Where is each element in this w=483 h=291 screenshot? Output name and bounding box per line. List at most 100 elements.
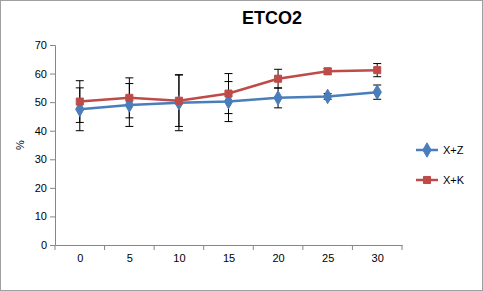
legend-marker	[423, 143, 431, 157]
x-separator	[253, 245, 254, 250]
x-tick: 15	[223, 245, 235, 264]
error-cap	[175, 126, 183, 127]
error-bar	[324, 68, 332, 74]
error-cap	[125, 77, 133, 78]
error-bar	[175, 75, 183, 131]
y-tick: 40	[35, 125, 55, 137]
series-markers	[76, 67, 380, 105]
x-tick: 0	[77, 245, 83, 264]
error-cap	[373, 63, 381, 64]
x-separator	[55, 245, 56, 250]
y-tick-mark	[50, 188, 55, 189]
error-cap	[175, 75, 183, 76]
error-bar	[125, 78, 133, 118]
error-bars	[76, 64, 381, 127]
series-line	[80, 70, 377, 101]
error-cap	[125, 117, 133, 118]
marker	[175, 96, 183, 110]
y-axis-line	[50, 46, 56, 246]
x-tick: 10	[173, 245, 185, 264]
error-bar	[274, 69, 282, 88]
error-cap	[274, 107, 282, 108]
chart-border	[1, 1, 483, 291]
error-bar	[175, 75, 183, 126]
chart-title: ETCO2	[242, 8, 302, 28]
y-tick-mark	[50, 102, 55, 103]
marker	[126, 94, 133, 101]
x-tick: 30	[372, 245, 384, 264]
error-cap	[373, 76, 381, 77]
error-cap	[175, 130, 183, 131]
legend-item: X+Z	[416, 143, 464, 157]
error-cap	[76, 80, 84, 81]
marker	[324, 68, 331, 75]
y-tick-mark	[50, 159, 55, 160]
error-bar	[76, 81, 84, 123]
error-cap	[225, 121, 233, 122]
y-tick: 20	[35, 182, 55, 194]
x-separator	[302, 245, 303, 250]
y-tick-label: 70	[35, 39, 47, 51]
x-axis-line	[56, 245, 403, 246]
marker	[374, 67, 381, 74]
marker	[175, 97, 182, 104]
marker	[225, 90, 232, 97]
x-axis: 0 5 10 15 20 25 30	[56, 245, 403, 264]
legend-label: X+Z	[443, 144, 464, 156]
error-cap	[225, 113, 233, 114]
marker	[373, 85, 381, 99]
x-tick: 20	[272, 245, 284, 264]
x-tick-label: 15	[223, 252, 235, 264]
y-tick-label: 30	[35, 153, 47, 165]
y-tick-mark	[50, 216, 55, 217]
y-tick: 30	[35, 153, 55, 165]
x-tick: 25	[322, 245, 334, 264]
y-tick-mark	[50, 245, 55, 246]
error-bar	[373, 85, 381, 99]
error-cap	[125, 126, 133, 127]
error-bar	[225, 74, 233, 114]
legend: X+Z X+K	[416, 143, 465, 186]
x-tick-label: 5	[127, 252, 133, 264]
error-cap	[76, 122, 84, 123]
y-tick-mark	[50, 74, 55, 75]
error-bar	[274, 88, 282, 108]
y-tick-label: 10	[35, 210, 47, 222]
series-markers	[76, 85, 382, 117]
plot-area	[76, 64, 382, 131]
marker	[323, 89, 331, 103]
chart: 0 10 20 30 40 50 60 70 0 5 10 15 20 25 30 ETCO2% X+Z X+K	[0, 0, 483, 291]
error-cap	[274, 69, 282, 70]
legend-label: X+K	[443, 174, 465, 186]
x-tick-label: 25	[322, 252, 334, 264]
y-axis: 0 10 20 30 40 50 60 70	[35, 39, 56, 251]
y-tick-label: 60	[35, 68, 47, 80]
x-separator	[154, 245, 155, 250]
x-tick: 5	[127, 245, 133, 264]
error-cap	[274, 88, 282, 89]
error-bar	[373, 64, 381, 77]
y-tick: 0	[41, 239, 55, 251]
y-tick: 70	[35, 39, 55, 51]
x-separator	[203, 245, 204, 250]
x-tick-label: 0	[77, 252, 83, 264]
y-tick-mark	[50, 45, 55, 46]
y-tick-label: 40	[35, 125, 47, 137]
marker	[275, 75, 282, 82]
error-cap	[76, 130, 84, 131]
y-tick: 50	[35, 96, 55, 108]
y-tick-mark	[50, 131, 55, 132]
marker	[76, 98, 83, 105]
y-tick-label: 0	[41, 239, 47, 251]
x-tick-label: 10	[173, 252, 185, 264]
y-tick: 10	[35, 210, 55, 222]
x-tick-label: 20	[272, 252, 284, 264]
error-cap	[175, 74, 183, 75]
y-axis-title: %	[14, 140, 26, 150]
x-separators	[55, 245, 402, 250]
y-tick-label: 50	[35, 96, 47, 108]
x-separator	[352, 245, 353, 250]
y-tick: 60	[35, 68, 55, 80]
x-tick-label: 30	[372, 252, 384, 264]
x-separator	[104, 245, 105, 250]
